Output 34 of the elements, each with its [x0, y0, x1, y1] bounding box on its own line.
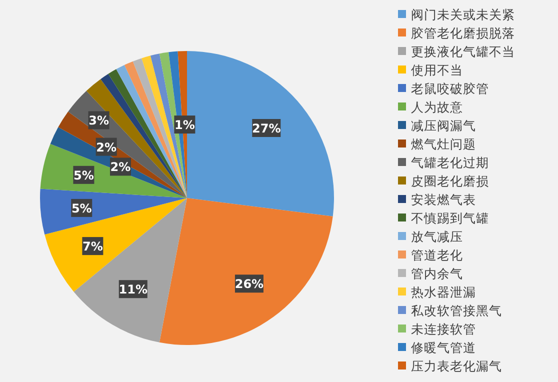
legend-label: 修暖气管道 — [411, 340, 476, 355]
data-label: 1% — [174, 118, 195, 132]
data-label: 11% — [118, 282, 148, 297]
legend-label: 燃气灶问题 — [411, 136, 476, 152]
legend-label: 更换液化气罐不当 — [411, 44, 515, 59]
data-label: 5% — [71, 201, 92, 216]
legend-label: 气罐老化过期 — [411, 155, 489, 170]
legend-label: 老鼠咬破胶管 — [411, 81, 489, 96]
legend-label: 皮圈老化磨损 — [411, 174, 489, 188]
legend-label: 不慎踢到气罐 — [411, 210, 489, 226]
legend-label: 压力表老化漏气 — [411, 358, 502, 374]
legend-label: 胶管老化磨损脱落 — [411, 26, 515, 40]
data-label: 2% — [110, 160, 131, 174]
data-label: 3% — [88, 114, 109, 128]
legend-label: 人为故意 — [411, 100, 463, 114]
legend-label: 管道老化 — [411, 248, 463, 262]
legend-label: 放气减压 — [411, 229, 463, 244]
legend-label: 使用不当 — [411, 62, 463, 78]
pie-slice — [44, 198, 187, 292]
data-label: 27% — [252, 122, 281, 136]
legend-label: 未连接软管 — [411, 322, 476, 336]
data-label: 5% — [74, 168, 94, 182]
legend-label: 管内余气 — [411, 266, 463, 281]
data-label: 7% — [82, 240, 103, 254]
data-label: 26% — [234, 277, 264, 292]
legend-label: 减压阀漏气 — [411, 118, 476, 133]
legend-label: 私改软管接黑气 — [411, 303, 502, 318]
pie-slice — [74, 198, 187, 342]
data-label: 2% — [96, 140, 117, 154]
legend-label: 阀门未关或未关紧 — [411, 7, 515, 22]
pie-slice — [159, 198, 333, 345]
legend-label: 安装燃气表 — [411, 192, 476, 207]
pie-slice — [40, 188, 187, 235]
legend-label: 热水器泄漏 — [411, 284, 476, 300]
